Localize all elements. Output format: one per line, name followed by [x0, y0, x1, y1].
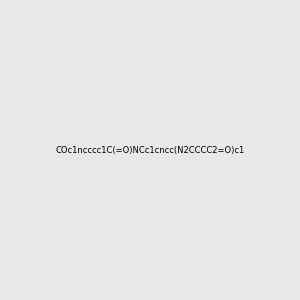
Text: COc1ncccc1C(=O)NCc1cncc(N2CCCC2=O)c1: COc1ncccc1C(=O)NCc1cncc(N2CCCC2=O)c1	[56, 146, 244, 154]
